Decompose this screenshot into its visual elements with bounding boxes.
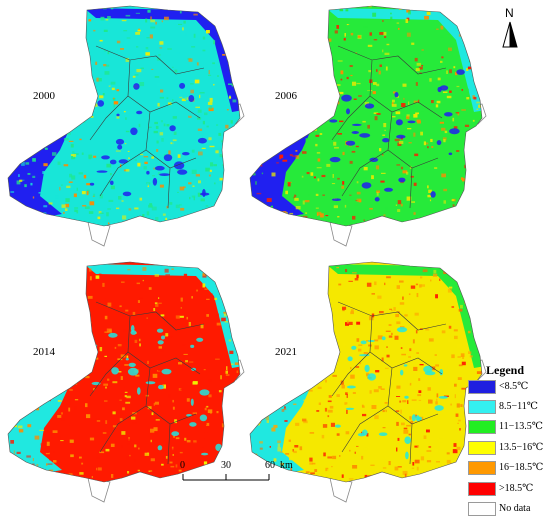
district-boundaries [331, 301, 447, 465]
legend-swatch [468, 440, 496, 455]
legend-label: 13.5−16℃ [499, 442, 544, 453]
panel-year-label-2021: 2021 [275, 346, 297, 358]
legend-label: >18.5℃ [499, 483, 534, 494]
scale-bar-label-60: 60 [265, 460, 275, 471]
legend-swatch [468, 460, 496, 475]
scale-bar [182, 474, 270, 481]
north-arrow [502, 21, 518, 48]
legend-swatch [468, 501, 496, 516]
district-boundaries [89, 45, 205, 209]
legend-label: <8.5℃ [499, 381, 529, 392]
district-boundaries [89, 301, 205, 465]
north-arrow-label: N [505, 6, 514, 20]
legend-item: 11−13.5℃ [468, 418, 543, 435]
panel-year-label-2014: 2014 [33, 346, 55, 358]
north-arrow-left-half [502, 21, 511, 48]
legend-item: >18.5℃ [468, 480, 533, 497]
scale-bar-label-30: 30 [221, 460, 231, 471]
legend-swatch [468, 379, 496, 394]
legend-label: 8.5−11℃ [499, 401, 538, 412]
legend-item: 8.5−11℃ [468, 398, 538, 415]
north-arrow-right-half [509, 21, 518, 48]
legend-item: 13.5−16℃ [468, 439, 543, 456]
legend-item: <8.5℃ [468, 378, 528, 395]
district-boundaries [331, 45, 447, 209]
legend-label: 11−13.5℃ [499, 421, 543, 432]
map-panel-2014 [7, 261, 245, 503]
panel-year-label-2000: 2000 [33, 90, 55, 102]
legend-label: No data [499, 503, 531, 514]
legend-swatch [468, 399, 496, 414]
legend-swatch [468, 481, 496, 496]
scale-bar-unit: km [280, 460, 293, 471]
legend-item: No data [468, 500, 530, 517]
scale-bar-label-0: 0 [180, 460, 185, 471]
legend-title: Legend [486, 363, 525, 377]
legend-swatch [468, 419, 496, 434]
map-panel-2006 [249, 5, 487, 247]
region-base-fill [8, 262, 240, 482]
legend-label: 16−18.5℃ [499, 462, 544, 473]
legend-item: 16−18.5℃ [468, 459, 543, 476]
map-panel-2000 [7, 5, 245, 247]
panel-year-label-2006: 2006 [275, 90, 297, 102]
